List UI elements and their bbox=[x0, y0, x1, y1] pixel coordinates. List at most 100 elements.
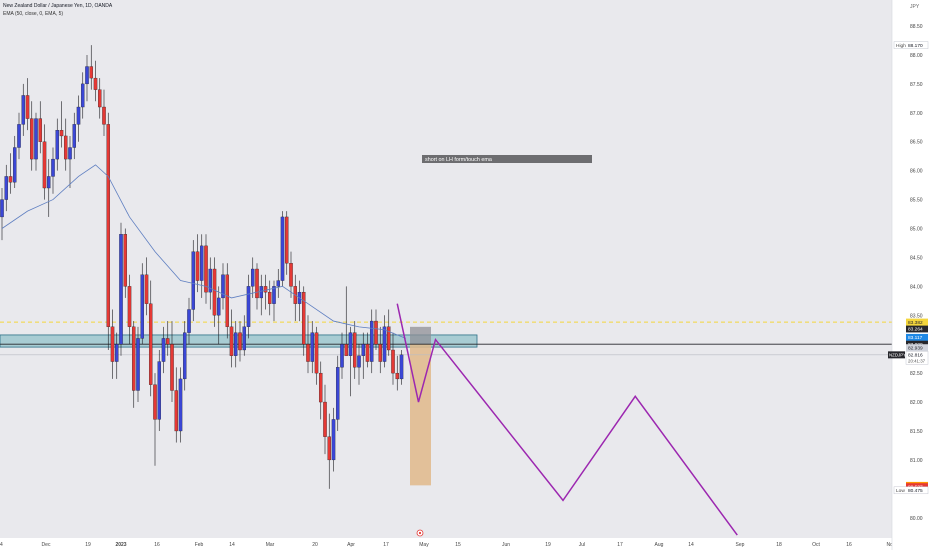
plot-area bbox=[0, 0, 892, 538]
candle-body bbox=[204, 245, 208, 293]
y-tick-label: 86.00 bbox=[910, 169, 923, 175]
candle-body bbox=[174, 390, 178, 432]
y-tick-label: 86.50 bbox=[910, 140, 923, 146]
candle-body bbox=[148, 303, 153, 385]
y-tick-label: 80.00 bbox=[910, 516, 923, 522]
candle-body bbox=[34, 118, 38, 160]
high-tag bbox=[893, 41, 929, 49]
candle-body bbox=[8, 176, 13, 183]
x-tick-label: 16 bbox=[154, 542, 160, 548]
annotation-box bbox=[422, 155, 592, 163]
x-tick-label: Sep bbox=[736, 542, 745, 548]
x-tick-label: Mar bbox=[266, 542, 275, 548]
x-tick-label: Dec bbox=[42, 542, 51, 548]
x-tick-label: Jun bbox=[502, 542, 510, 548]
candle-body bbox=[365, 344, 370, 362]
x-tick-label: 17 bbox=[617, 542, 623, 548]
candle-body bbox=[306, 344, 310, 362]
candle-body bbox=[38, 118, 43, 142]
candle-body bbox=[310, 332, 314, 362]
candle-body bbox=[301, 291, 306, 345]
candle-body bbox=[157, 361, 161, 420]
x-tick-label: 19 bbox=[85, 542, 91, 548]
candle-body bbox=[191, 251, 195, 310]
y-tick-label: 88.50 bbox=[910, 24, 923, 30]
annotation-text: short on LH form/touch ema bbox=[425, 157, 492, 163]
candle-body bbox=[12, 147, 17, 183]
last-price-tag bbox=[905, 351, 929, 365]
x-tick-label: Apr bbox=[347, 542, 355, 548]
candle-body bbox=[161, 338, 166, 362]
bar-countdown: 20:41:37 bbox=[908, 359, 926, 364]
candle-body bbox=[280, 216, 285, 281]
x-tick-label: Feb bbox=[195, 542, 204, 548]
candle-body bbox=[4, 176, 9, 200]
candle-body bbox=[81, 83, 85, 108]
symbol-tag bbox=[888, 351, 905, 359]
candle-body bbox=[195, 251, 200, 281]
candle-body bbox=[123, 234, 128, 287]
candle-body bbox=[246, 286, 251, 327]
y-tick-label: 83.50 bbox=[910, 313, 923, 319]
x-tick-label: 19 bbox=[545, 542, 551, 548]
price-tag-0 bbox=[906, 325, 928, 333]
high-tag-label: High bbox=[896, 43, 906, 49]
candle-body bbox=[318, 372, 323, 403]
low-tag-label: Low bbox=[896, 488, 905, 494]
y-tick-label: 85.00 bbox=[910, 227, 923, 233]
candle-body bbox=[391, 349, 395, 374]
candle-body bbox=[178, 378, 183, 432]
candle-body bbox=[140, 274, 144, 339]
candle-body bbox=[55, 130, 60, 160]
price-tag-3-text: 83.382 bbox=[908, 320, 923, 326]
candle-body bbox=[386, 326, 391, 351]
candle-body bbox=[374, 320, 378, 345]
price-tag-0-text: 83.264 bbox=[908, 327, 923, 333]
candle-body bbox=[352, 332, 357, 368]
y-tick-label: 81.00 bbox=[910, 458, 923, 464]
candle-body bbox=[25, 95, 30, 119]
candle-body bbox=[250, 268, 255, 287]
candle-body bbox=[284, 216, 289, 264]
candle-body bbox=[102, 106, 106, 125]
y-tick-label: 81.50 bbox=[910, 429, 923, 435]
x-tick-label: 15 bbox=[455, 542, 461, 548]
candle-body bbox=[242, 326, 246, 351]
candle-body bbox=[72, 124, 77, 148]
x-tick-label: 2023 bbox=[115, 542, 126, 548]
candle-body bbox=[225, 274, 229, 327]
candle-body bbox=[93, 77, 98, 90]
candle-body bbox=[221, 274, 225, 299]
candle-body bbox=[29, 118, 34, 160]
x-tick-label: Nov bbox=[887, 542, 896, 548]
x-tick-label: Oct bbox=[812, 542, 820, 548]
ema-line bbox=[1, 164, 406, 339]
y-tick-label: 87.00 bbox=[910, 111, 923, 117]
last-price-value: 82.816 bbox=[908, 353, 923, 359]
candle-body bbox=[212, 268, 217, 316]
candle-body bbox=[47, 176, 51, 189]
candle-body bbox=[165, 338, 170, 345]
y-tick-label: 82.00 bbox=[910, 400, 923, 406]
candle-body bbox=[182, 332, 187, 380]
y-tick-label: 85.50 bbox=[910, 198, 923, 204]
price-axis bbox=[892, 0, 932, 550]
x-tick-label: 14 bbox=[229, 542, 235, 548]
stop-loss-box bbox=[410, 326, 431, 345]
candle-body bbox=[42, 141, 47, 189]
candle-body bbox=[59, 130, 64, 137]
candle-body bbox=[144, 274, 149, 304]
x-tick-label: Aug bbox=[655, 542, 664, 548]
candle-body bbox=[131, 326, 136, 391]
candle-body bbox=[229, 326, 234, 356]
candle-body bbox=[106, 124, 111, 327]
candle-body bbox=[21, 95, 25, 125]
candle-body bbox=[17, 124, 21, 148]
candle-body bbox=[335, 367, 340, 420]
candle-body bbox=[153, 384, 157, 420]
candle-body bbox=[89, 66, 94, 79]
candle-body bbox=[263, 286, 268, 293]
candle-body bbox=[323, 401, 327, 437]
